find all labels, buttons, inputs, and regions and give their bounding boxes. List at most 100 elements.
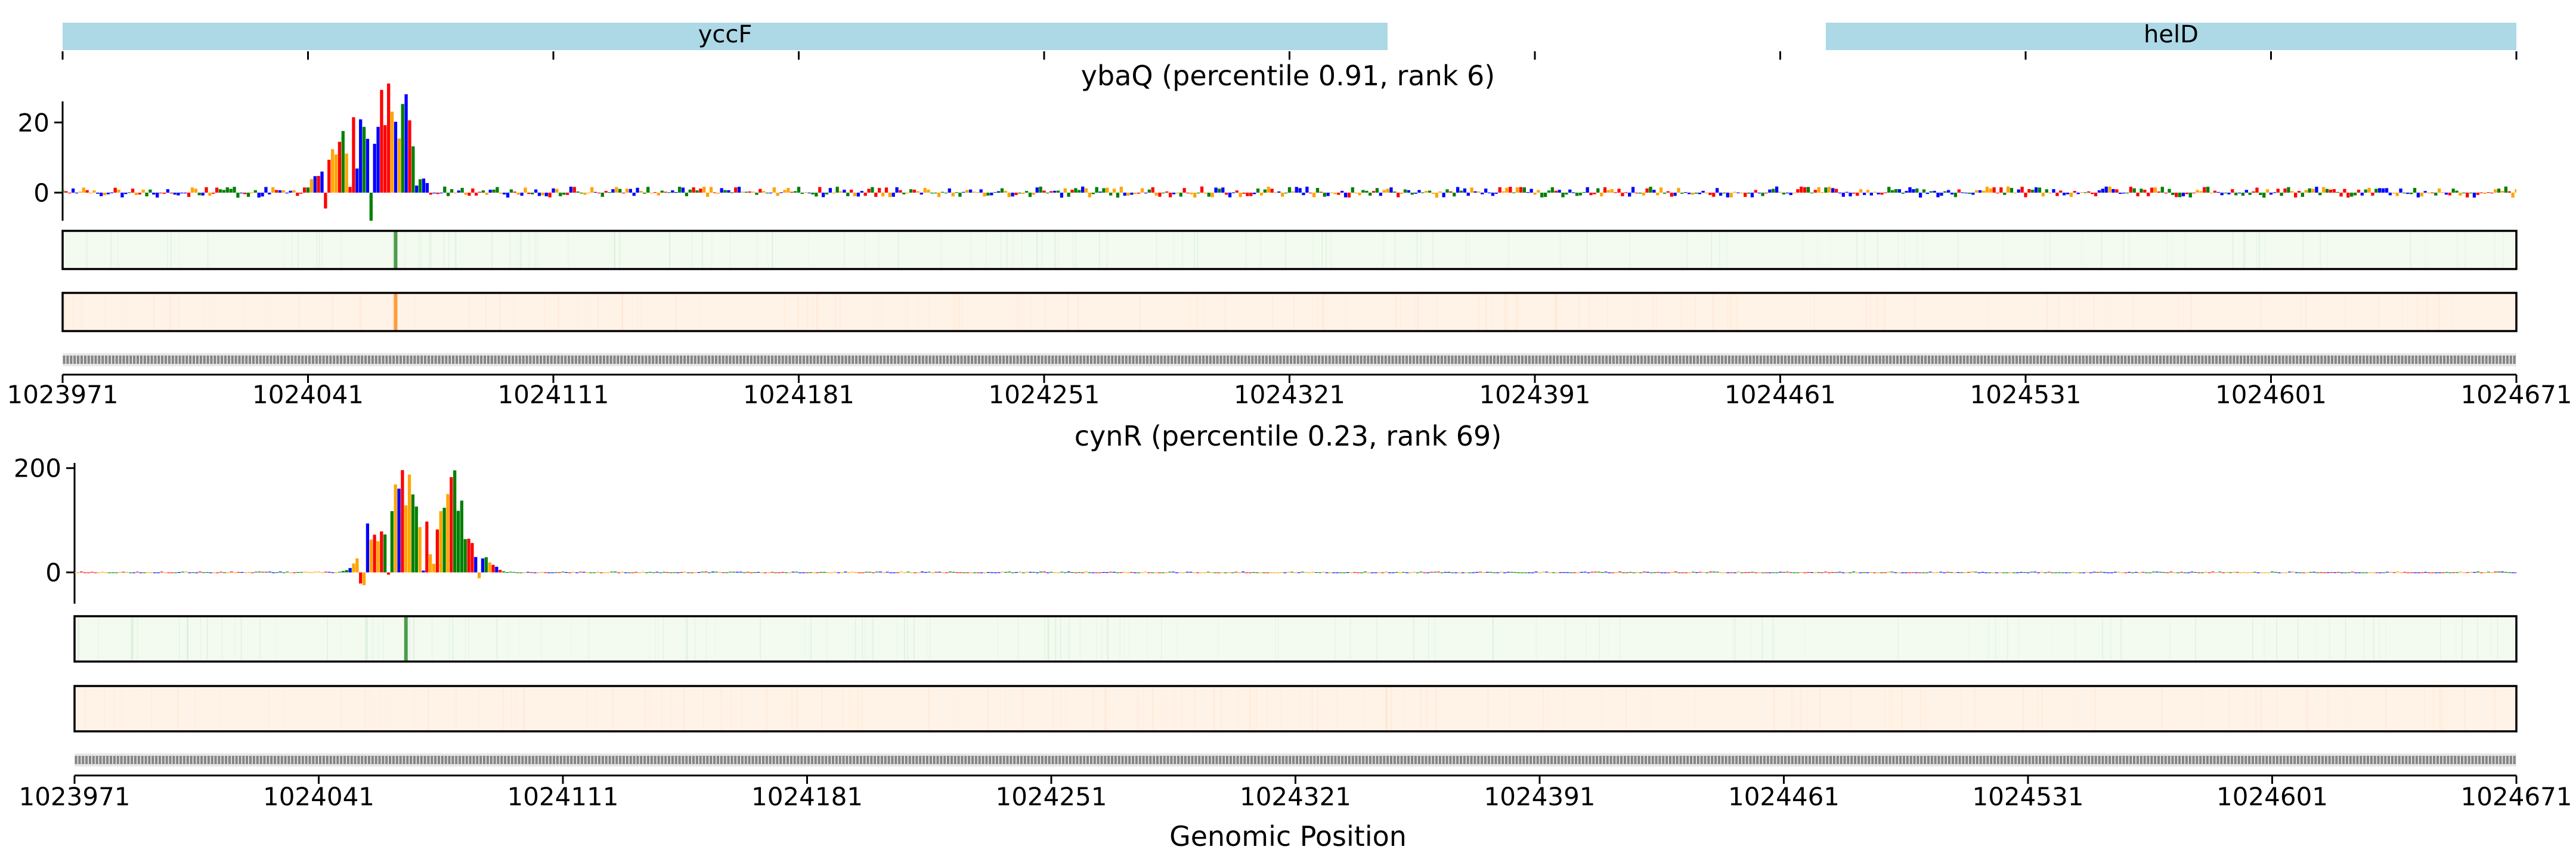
logo-letter-a (2100, 571, 2103, 573)
sequence-glyph (120, 756, 123, 764)
logo-letter-g (1190, 192, 1193, 194)
sequence-glyph (1826, 756, 1829, 764)
logo-letter-a (846, 192, 850, 196)
logo-letter-t (1820, 572, 1824, 573)
sequence-glyph (1219, 356, 1222, 364)
logo-letter-g (1382, 190, 1386, 193)
logo-letter-g (2494, 189, 2497, 193)
logo-letter-g (362, 572, 366, 586)
sequence-glyph (1330, 756, 1333, 764)
heatmap-cell (2267, 686, 2268, 731)
sequence-glyph (203, 356, 206, 364)
sequence-glyph (2370, 756, 2373, 764)
logo-letter-c (2119, 192, 2122, 194)
heatmap-cell (1416, 293, 1417, 331)
sequence-glyph (1519, 756, 1522, 764)
heatmap-cell (2246, 686, 2247, 731)
sequence-glyph (399, 356, 402, 364)
heatmap-cell (2252, 616, 2254, 662)
logo-letter-g (1975, 190, 1979, 193)
logo-letter-t (2169, 571, 2173, 573)
sequence-glyph (1321, 356, 1324, 364)
sequence-glyph (1998, 356, 2001, 364)
logo-letter-a (2188, 192, 2192, 197)
sequence-glyph (1462, 356, 1465, 364)
sequence-glyph (2464, 756, 2467, 764)
logo-letter-g (404, 505, 408, 573)
heatmap-cell (2385, 686, 2387, 731)
heatmap-cell (64, 293, 66, 331)
logo-letter-g (639, 190, 643, 193)
logo-letter-a (1421, 192, 1425, 193)
sequence-glyph (804, 756, 807, 764)
sequence-glyph (2450, 356, 2453, 364)
sequence-glyph (235, 756, 238, 764)
sequence-glyph (1679, 356, 1682, 364)
logo-letter-t (1070, 190, 1074, 193)
logo-letter-t (1698, 571, 1702, 573)
sequence-glyph (1585, 756, 1588, 764)
logo-letter-t (2091, 192, 2094, 194)
sequence-glyph (1641, 756, 1644, 764)
sequence-glyph (2265, 756, 2268, 764)
logo-letter-c (1862, 192, 1866, 195)
logo-letter-c (2063, 192, 2066, 196)
sequence-glyph (1721, 756, 1724, 764)
sequence-glyph (2105, 756, 2108, 764)
sequence-glyph (549, 756, 552, 764)
heatmap-cell (1870, 293, 1871, 331)
logo-letter-g (2368, 572, 2371, 573)
sequence-glyph (500, 756, 503, 764)
heatmap-cell (326, 616, 328, 662)
logo-letter-g (331, 149, 335, 193)
sequence-glyph (301, 756, 304, 764)
logo-letter-a (236, 192, 240, 198)
sequence-glyph (779, 756, 782, 764)
heatmap-cell (997, 616, 998, 662)
heatmap-cell (2023, 686, 2024, 731)
logo-letter-c (552, 188, 555, 193)
x-tick-label: 1024251 (995, 782, 1107, 811)
sequence-glyph (641, 356, 644, 364)
sequence-glyph (1672, 756, 1675, 764)
logo-letter-g (2006, 186, 2010, 193)
heatmap-cell (1181, 231, 1183, 269)
sequence-glyph (1145, 356, 1149, 364)
sequence-glyph (2436, 756, 2439, 764)
logo-letter-a (446, 192, 450, 196)
logo-letter-c (1014, 572, 1018, 573)
sequence-glyph (978, 756, 981, 764)
sequence-glyph (504, 756, 507, 764)
logo-letter-a (2023, 572, 2026, 573)
heatmap-cell (468, 616, 470, 662)
x-tick-label: 1024391 (1479, 380, 1590, 409)
sequence-glyph (2285, 356, 2288, 364)
logo-letter-c (120, 192, 124, 197)
heatmap-cell (857, 686, 859, 731)
logo-letter-a (1032, 571, 1036, 573)
logo-letter-a (871, 187, 874, 193)
heatmap-cell (200, 616, 202, 662)
sequence-glyph (2356, 756, 2359, 764)
sequence-glyph (1717, 756, 1720, 764)
heatmap-cell (1311, 686, 1313, 731)
logo-letter-c (100, 192, 103, 196)
heatmap-cell (1791, 686, 1792, 731)
sequence-glyph (2321, 756, 2324, 764)
logo-letter-g (1227, 572, 1231, 573)
logo-letter-t (1747, 572, 1751, 573)
heatmap-cell (1000, 231, 1002, 269)
sequence-glyph (1223, 356, 1226, 364)
logo-letter-c (1214, 187, 1218, 193)
sequence-glyph (556, 756, 559, 764)
logo-letter-c (2388, 192, 2392, 196)
logo-letter-c (457, 190, 460, 193)
logo-letter-g (101, 571, 104, 573)
heatmap-cell (715, 616, 716, 662)
sequence-glyph (1668, 756, 1672, 764)
logo-letter-a (1510, 571, 1513, 573)
sequence-glyph (1676, 756, 1679, 764)
heatmap-cell (1959, 686, 1961, 731)
sequence-glyph (710, 756, 713, 764)
logo-letter-a (561, 571, 565, 573)
